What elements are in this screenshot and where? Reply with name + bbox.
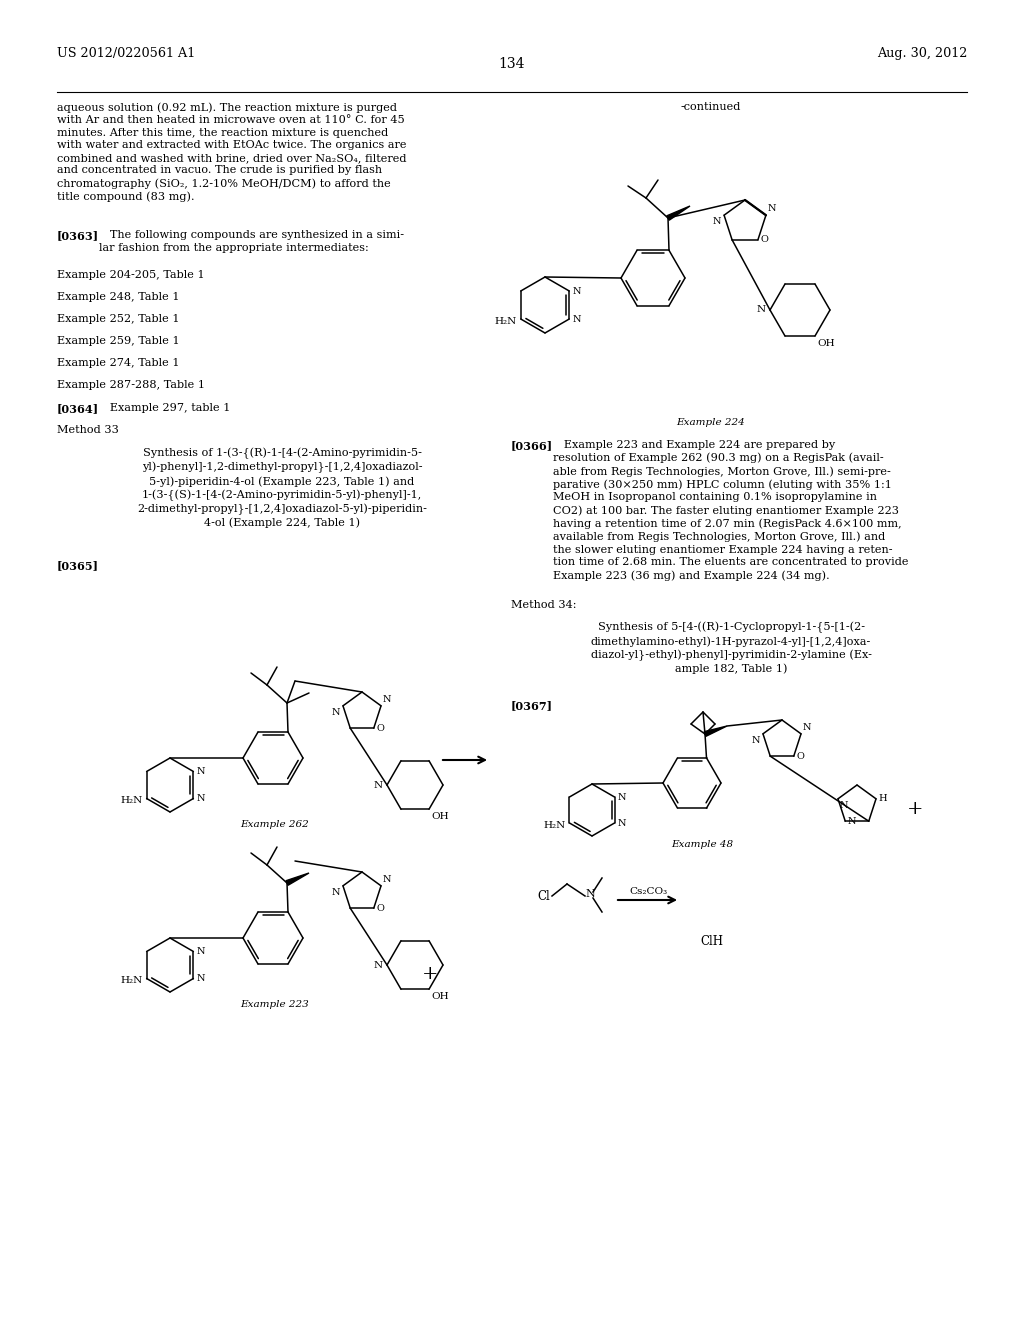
Text: N: N xyxy=(572,314,581,323)
Text: 134: 134 xyxy=(499,57,525,71)
Text: +: + xyxy=(422,965,438,983)
Text: H₂N: H₂N xyxy=(121,975,142,985)
Text: Example 252, Table 1: Example 252, Table 1 xyxy=(57,314,179,323)
Text: N: N xyxy=(617,818,626,828)
Text: Example 262: Example 262 xyxy=(241,820,309,829)
Text: Method 33: Method 33 xyxy=(57,425,119,436)
Text: H₂N: H₂N xyxy=(544,821,565,829)
Text: O: O xyxy=(797,751,805,760)
Text: Cs₂CO₃: Cs₂CO₃ xyxy=(629,887,667,896)
Polygon shape xyxy=(667,206,690,220)
Text: O: O xyxy=(377,723,385,733)
Text: N: N xyxy=(332,708,340,717)
Text: Example 297, table 1: Example 297, table 1 xyxy=(99,403,230,413)
Text: US 2012/0220561 A1: US 2012/0220561 A1 xyxy=(57,48,196,59)
Text: [0366]: [0366] xyxy=(511,440,553,451)
Polygon shape xyxy=(705,726,727,737)
Text: N: N xyxy=(197,795,205,803)
Text: N: N xyxy=(847,817,856,826)
Text: N: N xyxy=(374,961,383,969)
Text: H: H xyxy=(878,795,887,804)
Text: Example 287-288, Table 1: Example 287-288, Table 1 xyxy=(57,380,205,389)
Text: +: + xyxy=(906,800,924,818)
Text: N: N xyxy=(752,735,760,744)
Text: Aug. 30, 2012: Aug. 30, 2012 xyxy=(877,48,967,59)
Text: Synthesis of 5-[4-((R)-1-Cyclopropyl-1-{5-[1-(2-
dimethylamino-ethyl)-1H-pyrazol: Synthesis of 5-[4-((R)-1-Cyclopropyl-1-{… xyxy=(591,622,871,675)
Text: Example 259, Table 1: Example 259, Table 1 xyxy=(57,337,179,346)
Text: OH: OH xyxy=(431,812,449,821)
Text: Example 48: Example 48 xyxy=(671,840,733,849)
Text: Synthesis of 1-(3-{(R)-1-[4-(2-Amino-pyrimidin-5-
yl)-phenyl]-1,2-dimethyl-propy: Synthesis of 1-(3-{(R)-1-[4-(2-Amino-pyr… xyxy=(137,447,427,528)
Text: The following compounds are synthesized in a simi-
lar fashion from the appropri: The following compounds are synthesized … xyxy=(99,230,404,252)
Text: N: N xyxy=(197,767,205,776)
Text: N: N xyxy=(617,792,626,801)
Text: [0367]: [0367] xyxy=(511,700,553,711)
Text: Cl: Cl xyxy=(537,890,550,903)
Text: Example 274, Table 1: Example 274, Table 1 xyxy=(57,358,179,368)
Text: OH: OH xyxy=(431,993,449,1002)
Text: N: N xyxy=(840,801,849,809)
Text: [0364]: [0364] xyxy=(57,403,99,414)
Text: aqueous solution (0.92 mL). The reaction mixture is purged
with Ar and then heat: aqueous solution (0.92 mL). The reaction… xyxy=(57,102,407,202)
Text: N: N xyxy=(572,286,581,296)
Text: [0365]: [0365] xyxy=(57,560,99,572)
Text: [0363]: [0363] xyxy=(57,230,99,242)
Text: Example 204-205, Table 1: Example 204-205, Table 1 xyxy=(57,271,205,280)
Text: H₂N: H₂N xyxy=(121,796,142,805)
Text: OH: OH xyxy=(817,339,835,348)
Text: N: N xyxy=(383,694,391,704)
Text: O: O xyxy=(761,235,769,244)
Text: N: N xyxy=(197,974,205,983)
Text: N: N xyxy=(332,888,340,896)
Text: N: N xyxy=(374,780,383,789)
Text: H₂N: H₂N xyxy=(495,317,517,326)
Text: N: N xyxy=(383,875,391,884)
Text: O: O xyxy=(377,904,385,912)
Text: Example 224: Example 224 xyxy=(677,418,745,426)
Text: N: N xyxy=(768,205,776,214)
Text: Method 34:: Method 34: xyxy=(511,601,577,610)
Text: Example 248, Table 1: Example 248, Table 1 xyxy=(57,292,179,302)
Text: N: N xyxy=(803,723,812,731)
Polygon shape xyxy=(286,873,309,886)
Text: Example 223: Example 223 xyxy=(241,1001,309,1008)
Text: ClH: ClH xyxy=(700,935,723,948)
Text: N: N xyxy=(713,218,721,226)
Text: Example 223 and Example 224 are prepared by
resolution of Example 262 (90.3 mg) : Example 223 and Example 224 are prepared… xyxy=(553,440,908,581)
Text: N: N xyxy=(197,946,205,956)
Text: N: N xyxy=(585,888,595,899)
Text: N: N xyxy=(757,305,766,314)
Text: -continued: -continued xyxy=(681,102,741,112)
